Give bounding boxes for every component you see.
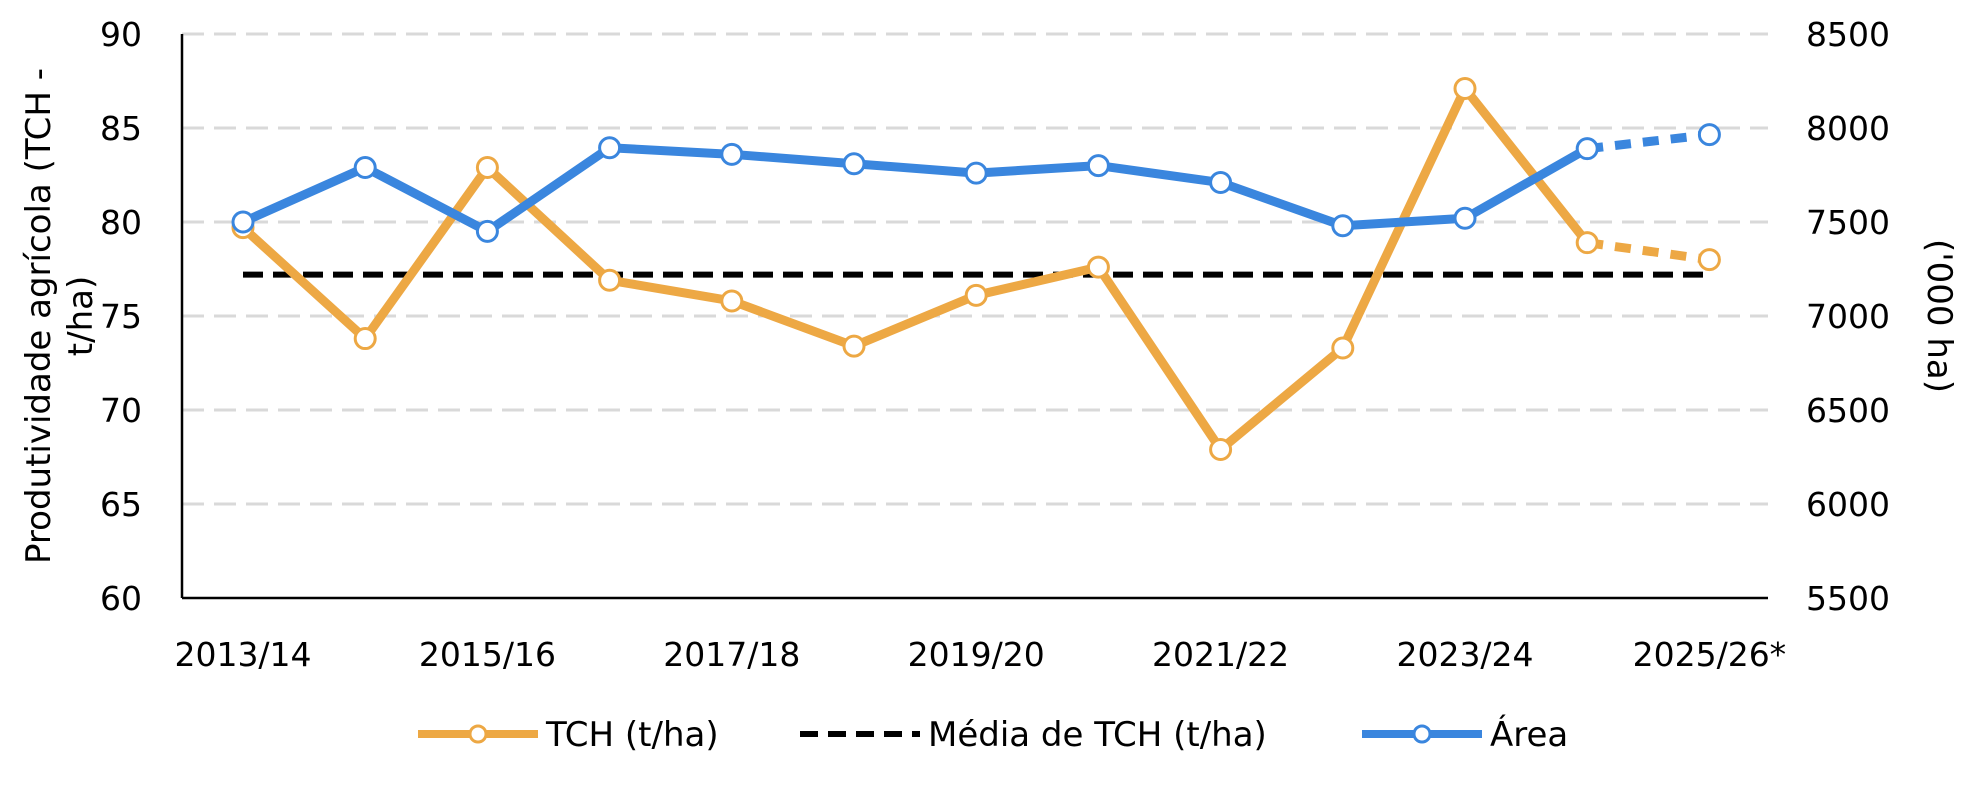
data-point-tch — [842, 334, 866, 358]
data-point-area — [1086, 154, 1110, 178]
y2-tick-label: 5500 — [1806, 579, 1890, 618]
data-point-area — [231, 210, 255, 234]
legend-item: TCH (t/ha) — [418, 715, 719, 755]
y-tick-label: 75 — [100, 297, 142, 336]
y-tick-label: 65 — [100, 485, 142, 524]
data-point-area — [842, 152, 866, 176]
data-point-tch — [720, 289, 744, 313]
data-point-area — [1331, 214, 1355, 238]
data-point-area — [475, 219, 499, 243]
y2-tick-label: 7000 — [1806, 297, 1890, 336]
y2-tick-label: 7500 — [1806, 203, 1890, 242]
legend-label: Área — [1490, 714, 1568, 755]
x-tick-label: 2013/14 — [174, 635, 311, 674]
x-axis-ticks: 2013/14 2015/16 2017/18 2019/20 2021/22 2023/… — [174, 635, 1786, 674]
data-point-tch — [353, 327, 377, 351]
series-line-tch-projection — [1586, 238, 1711, 265]
x-tick-label: 2019/20 — [908, 635, 1045, 674]
data-point-tch — [1575, 231, 1599, 255]
data-point-tch — [1453, 77, 1477, 101]
y2-tick-label: 8000 — [1806, 109, 1890, 148]
x-tick-label: 2015/16 — [419, 635, 556, 674]
data-point-area — [964, 161, 988, 185]
y2-tick-label: 6000 — [1806, 485, 1890, 524]
y-tick-label: 60 — [100, 579, 142, 618]
data-point-tch — [1209, 437, 1233, 461]
data-point-tch — [598, 268, 622, 292]
y-axis-right-title: ('000 ha) — [1919, 239, 1959, 393]
x-tick-label: 2021/22 — [1152, 635, 1289, 674]
series-line-tch — [238, 84, 1592, 454]
data-point-area — [720, 142, 744, 166]
legend-item: Média de TCH (t/ha) — [800, 715, 1267, 755]
x-tick-label: 2017/18 — [663, 635, 800, 674]
y-tick-label: 90 — [100, 15, 142, 54]
y-axis-right-ticks: 5500 6000 6500 7000 7500 8000 8500 — [1806, 15, 1890, 618]
y2-tick-label: 6500 — [1806, 391, 1890, 430]
legend-label: TCH (t/ha) — [545, 715, 719, 755]
x-tick-label: 2023/24 — [1396, 635, 1533, 674]
series-lines — [231, 77, 1721, 461]
y-tick-label: 85 — [100, 109, 142, 148]
data-point-area — [1697, 123, 1721, 147]
series-line-area — [238, 143, 1592, 236]
legend-marker — [468, 724, 488, 744]
y-axis-left-title: Produtividade agrícola (TCH -t/ha) — [19, 68, 101, 564]
axes — [180, 34, 1768, 600]
data-point-area — [1453, 206, 1477, 230]
data-point-tch — [1331, 336, 1355, 360]
data-point-area — [1209, 171, 1233, 195]
data-point-area — [353, 155, 377, 179]
series-line-area-projection — [1586, 130, 1710, 154]
y-tick-label: 70 — [100, 391, 142, 430]
y2-tick-label: 8500 — [1806, 15, 1890, 54]
data-point-area — [1575, 137, 1599, 161]
data-point-tch — [1697, 248, 1721, 272]
data-point-tch — [964, 283, 988, 307]
y-axis-left-ticks: 60 65 70 75 80 85 90 — [100, 15, 142, 618]
data-point-tch — [1086, 255, 1110, 279]
legend: TCH (t/ha) Média de TCH (t/ha) Área — [418, 714, 1568, 755]
y-tick-label: 80 — [100, 203, 142, 242]
legend-item: Área — [1362, 714, 1568, 755]
legend-marker — [1412, 724, 1432, 744]
data-point-tch — [475, 155, 499, 179]
x-tick-label: 2025/26* — [1633, 635, 1787, 674]
data-point-area — [598, 136, 622, 160]
legend-label: Média de TCH (t/ha) — [928, 715, 1267, 755]
